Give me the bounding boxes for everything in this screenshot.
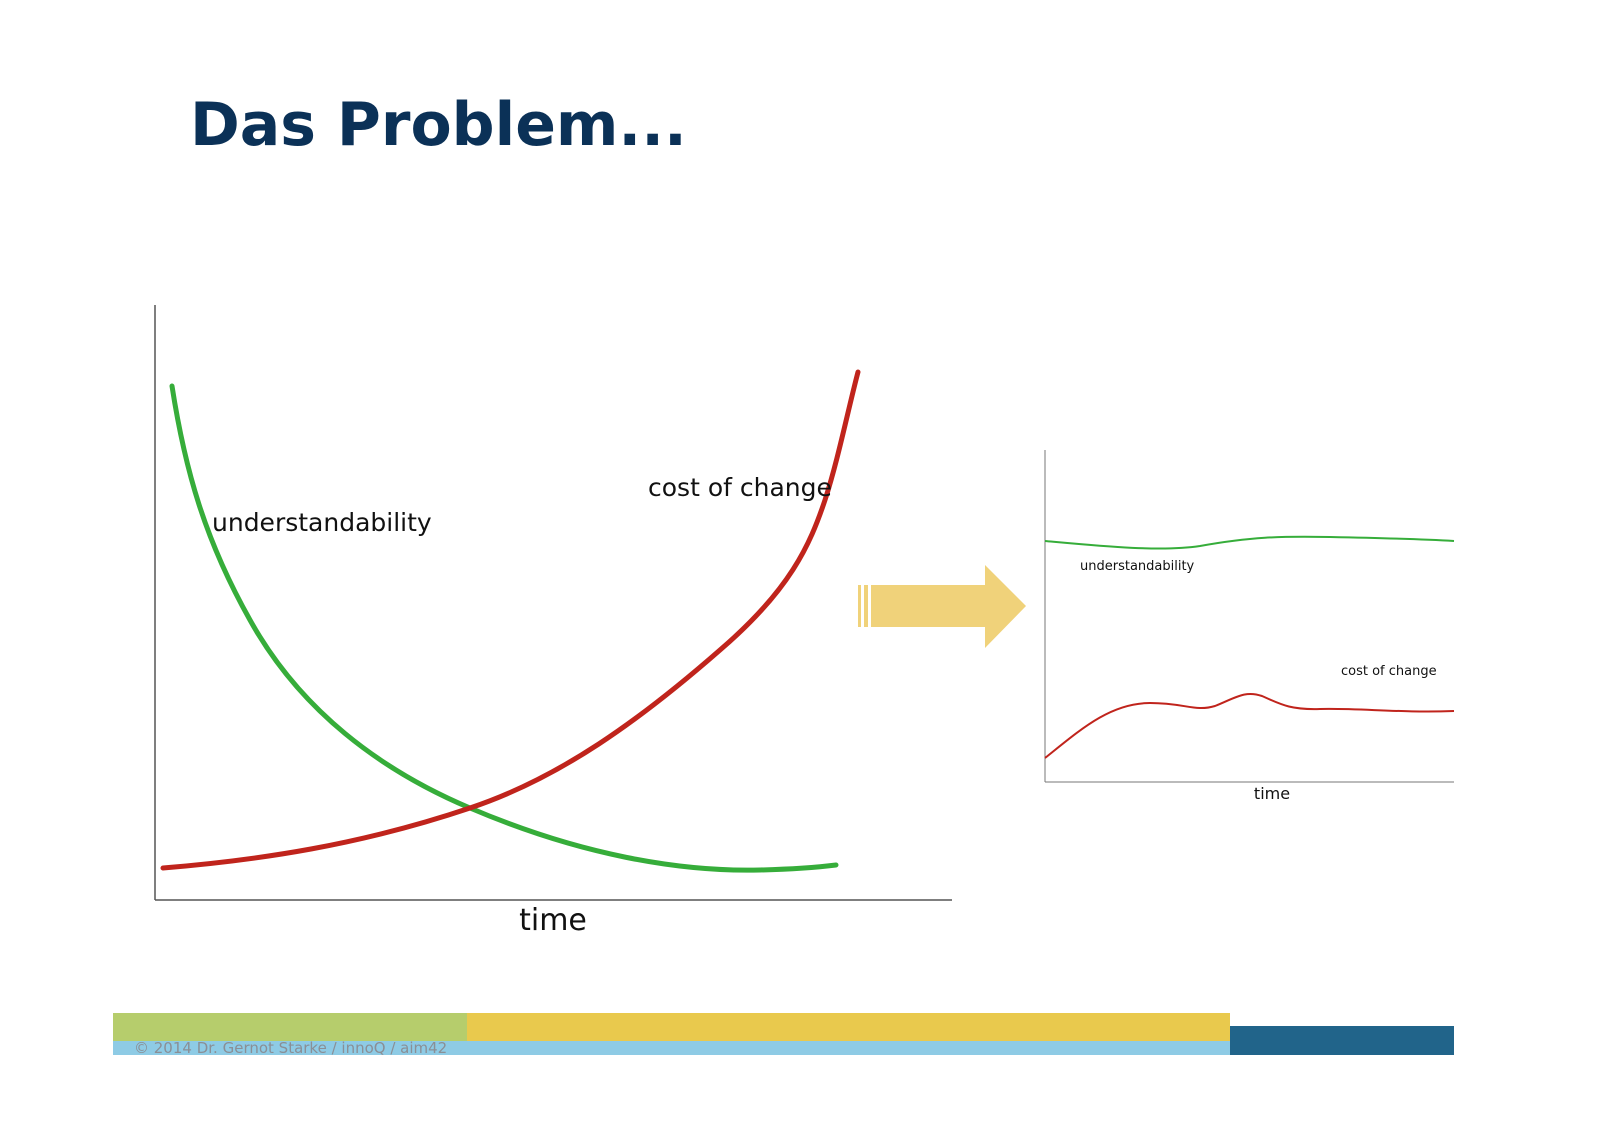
cost-curve — [160, 369, 861, 871]
curve-label: understandability — [1080, 559, 1195, 574]
arrow — [858, 565, 1026, 648]
curve-label: cost of change — [648, 473, 832, 502]
footer: © 2014 Dr. Gernot Starke / innoQ / aim42 — [113, 1013, 1454, 1057]
curve-label: cost of change — [1341, 664, 1437, 679]
right-diagram: understandability cost of change time — [1044, 450, 1455, 803]
understandability-curve — [1044, 535, 1455, 550]
understandability-curve — [169, 383, 839, 873]
cost-curve — [1044, 692, 1455, 759]
slide-title: Das Problem... — [190, 90, 687, 160]
footer-text: © 2014 Dr. Gernot Starke / innoQ / aim42 — [134, 1039, 447, 1057]
curve-label: understandability — [212, 508, 432, 537]
left-diagram: understandability cost of change time — [154, 305, 952, 938]
x-axis-label: time — [1254, 784, 1290, 803]
x-axis-label: time — [519, 903, 587, 938]
